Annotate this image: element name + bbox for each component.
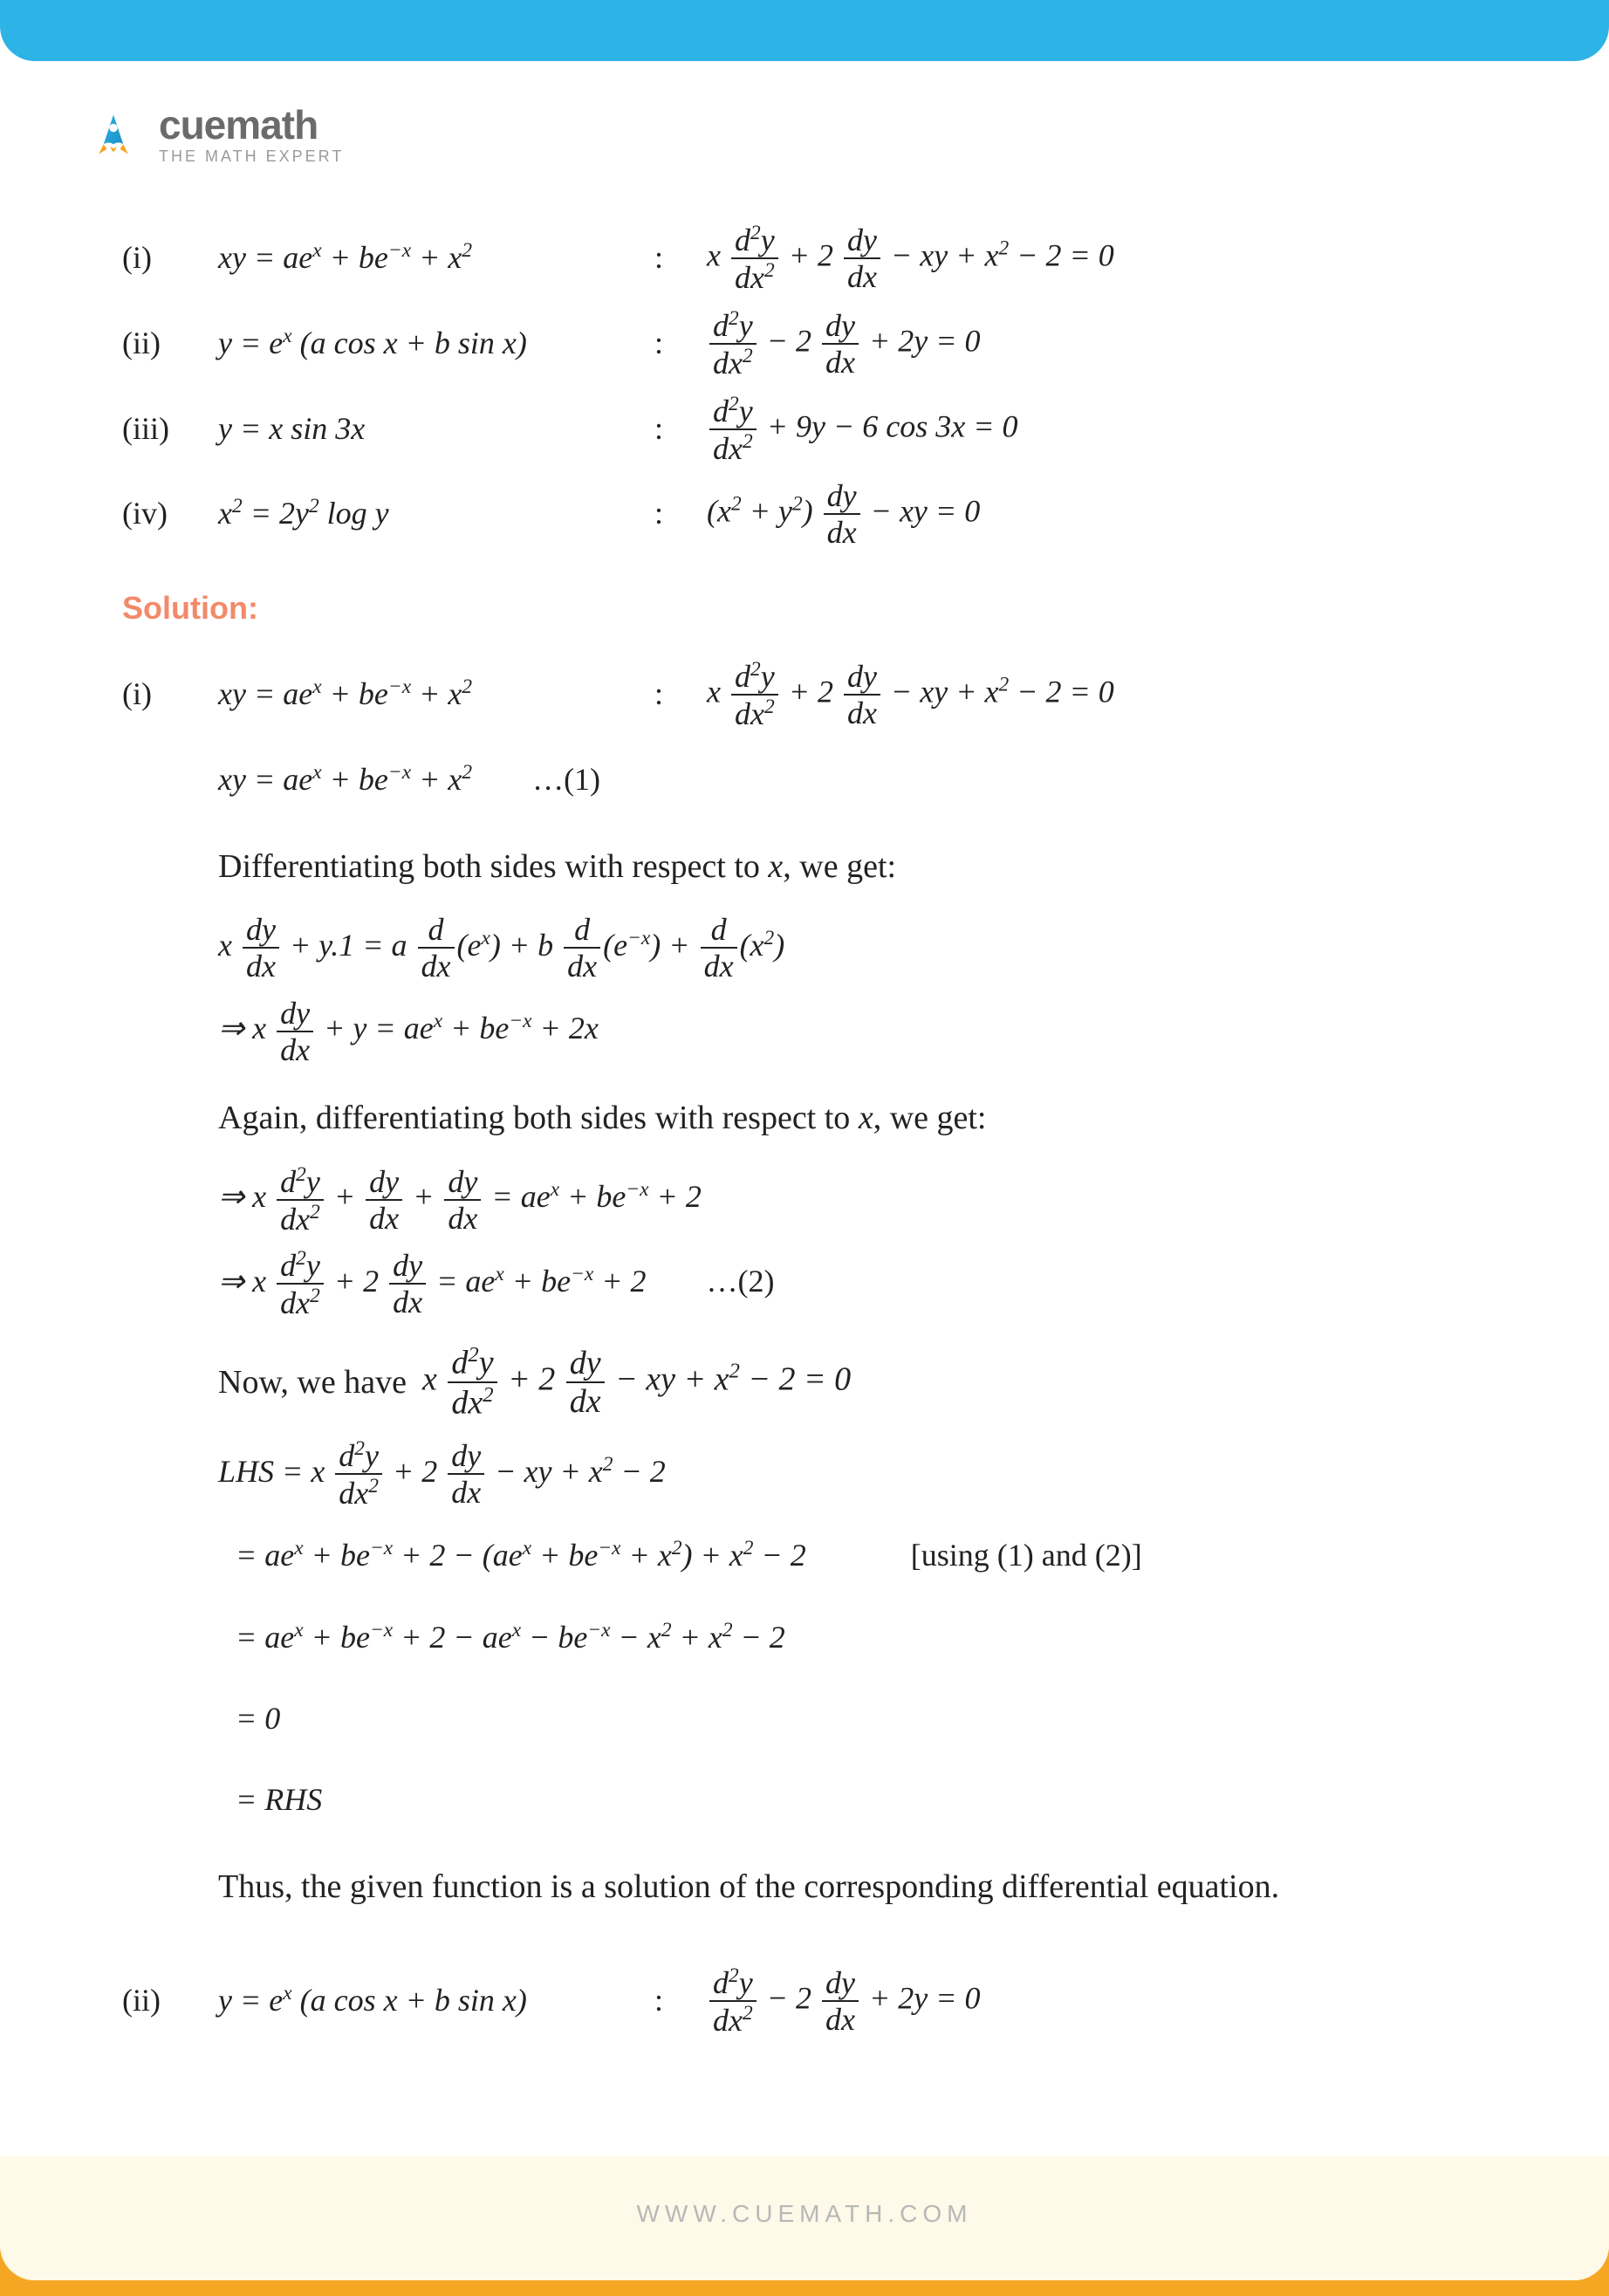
using-note: [using (1) and (2)] (806, 1521, 1142, 1590)
footer-url: WWW.CUEMATH.COM (637, 2200, 973, 2227)
solution-ii-header: (ii) y = ex (a cos x + b sin x) : d2ydx2… (122, 1966, 1487, 2036)
problem-lhs: xy = aex + be−x + x2 (218, 233, 628, 284)
problem-row-iv: (iv) x2 = 2y2 log y : (x2 + y2) dydx − x… (122, 480, 1487, 548)
page: cuemath THE MATH EXPERT (i) xy = aex + b… (0, 0, 1609, 2280)
problem-rhs: (x2 + y2) dydx − xy = 0 (707, 480, 980, 548)
lhs-step-4: = RHS (122, 1765, 1487, 1834)
rocket-icon (87, 108, 140, 161)
problem-num: (i) (122, 233, 192, 284)
diff1-line2: ⇒ x dydx + y = aex + be−x + 2x (122, 994, 1487, 1066)
colon: : (654, 233, 681, 284)
top-accent-bar (0, 0, 1609, 61)
lhs-step-3: = 0 (122, 1684, 1487, 1753)
problem-num: (iv) (122, 489, 192, 539)
problem-lhs: y = x sin 3x (218, 404, 628, 455)
solution-heading: Solution: (122, 583, 1487, 634)
now-we-have: Now, we have x d2ydx2 + 2 dydx − xy + x2… (122, 1345, 1487, 1419)
problem-num: (iii) (122, 404, 192, 455)
eq-1: xy = aex + be−x + x2 …(1) (122, 745, 1487, 814)
page-outer: cuemath THE MATH EXPERT (i) xy = aex + b… (0, 0, 1609, 2296)
problem-rhs: d2ydx2 + 9y − 6 cos 3x = 0 (707, 394, 1018, 464)
conclusion: Thus, the given function is a solution o… (122, 1861, 1487, 1914)
para-diff-2: Again, differentiating both sides with r… (122, 1092, 1487, 1145)
problem-row-i: (i) xy = aex + be−x + x2 : x d2ydx2 + 2 … (122, 223, 1487, 293)
lhs-step-2: = aex + be−x + 2 − aex − be−x − x2 + x2 … (122, 1603, 1487, 1672)
para-diff-1: Differentiating both sides with respect … (122, 840, 1487, 894)
problem-row-ii: (ii) y = ex (a cos x + b sin x) : d2ydx2… (122, 309, 1487, 379)
lhs-step-0: LHS = x d2ydx2 + 2 dydx − xy + x2 − 2 (122, 1437, 1487, 1510)
solution-i-header: (i) xy = aex + be−x + x2 : x d2ydx2 + 2 … (122, 660, 1487, 730)
problem-rhs: x d2ydx2 + 2 dydx − xy + x2 − 2 = 0 (707, 223, 1114, 293)
diff2-line2: ⇒ x d2ydx2 + 2 dydx = aex + be−x + 2 …(2… (122, 1247, 1487, 1319)
brand-tagline: THE MATH EXPERT (159, 148, 344, 164)
problem-row-iii: (iii) y = x sin 3x : d2ydx2 + 9y − 6 cos… (122, 394, 1487, 464)
header: cuemath THE MATH EXPERT (0, 87, 1609, 173)
content: (i) xy = aex + be−x + x2 : x d2ydx2 + 2 … (0, 173, 1609, 2156)
footer: WWW.CUEMATH.COM (0, 2156, 1609, 2280)
problem-lhs: x2 = 2y2 log y (218, 489, 628, 539)
diff1-line1: x dydx + y.1 = a ddx(ex) + b ddx(e−x) + … (122, 911, 1487, 983)
problem-lhs: y = ex (a cos x + b sin x) (218, 319, 628, 369)
brand-name: cuemath (159, 105, 344, 145)
lhs-step-1: = aex + be−x + 2 − (aex + be−x + x2) + x… (122, 1521, 1487, 1590)
diff2-line1: ⇒ x d2ydx2 + dydx + dydx = aex + be−x + … (122, 1162, 1487, 1235)
problem-num: (ii) (122, 319, 192, 369)
brand-block: cuemath THE MATH EXPERT (159, 105, 344, 164)
problem-rhs: d2ydx2 − 2 dydx + 2y = 0 (707, 309, 981, 379)
